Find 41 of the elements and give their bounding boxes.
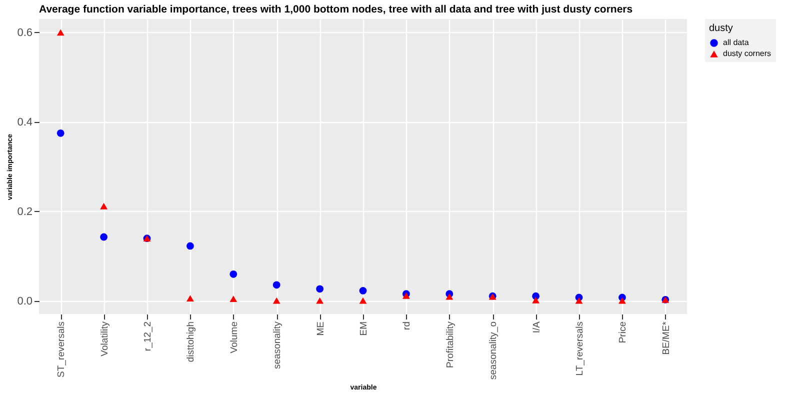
chart-title: Average function variable importance, trees with 1,000 bottom nodes, tree with all data and tree with just dusty corners [39, 4, 633, 16]
legend-label: all data [723, 38, 750, 47]
point [186, 242, 194, 250]
point [56, 29, 64, 36]
point [100, 233, 108, 241]
point [272, 297, 280, 304]
point [186, 295, 194, 302]
point [316, 285, 324, 293]
x-tick-label: seasonality_o [488, 322, 500, 380]
point [446, 293, 454, 300]
legend-label: dusty corners [723, 49, 772, 58]
point [100, 202, 108, 210]
point [230, 296, 238, 302]
x-tick-label: r_12_2 [142, 322, 154, 352]
x-tick-label: ST_reversals [56, 321, 68, 378]
y-tick-label: 0.2 [17, 206, 32, 218]
point [359, 287, 367, 294]
x-tick-label: Profitability [444, 321, 456, 368]
y-tick-label: 0.4 [17, 116, 32, 128]
point [230, 270, 238, 278]
y-tick-label: 0.6 [17, 26, 32, 39]
point [618, 297, 626, 304]
x-tick-label: LT_reversals [574, 321, 586, 376]
point [316, 297, 324, 304]
point [532, 296, 540, 304]
y-tick-label: 0.0 [17, 296, 32, 308]
point [575, 297, 583, 304]
x-tick-label: Volume [228, 322, 240, 354]
x-tick-label: I/A [531, 320, 542, 334]
x-tick-label: Volatility [99, 321, 110, 356]
x-tick-label: EM [358, 321, 370, 336]
point [272, 281, 280, 289]
point [359, 297, 367, 304]
x-tick-label: ME [315, 322, 326, 336]
x-tick-label: BE/ME* [660, 321, 672, 355]
x-tick-label: disttohigh [186, 322, 197, 362]
point [56, 129, 64, 137]
x-tick-label: seasonality [272, 321, 284, 370]
x-tick-label: rd [402, 322, 413, 330]
x-tick-label: Price [618, 322, 629, 344]
legend-title: dusty [709, 23, 733, 34]
